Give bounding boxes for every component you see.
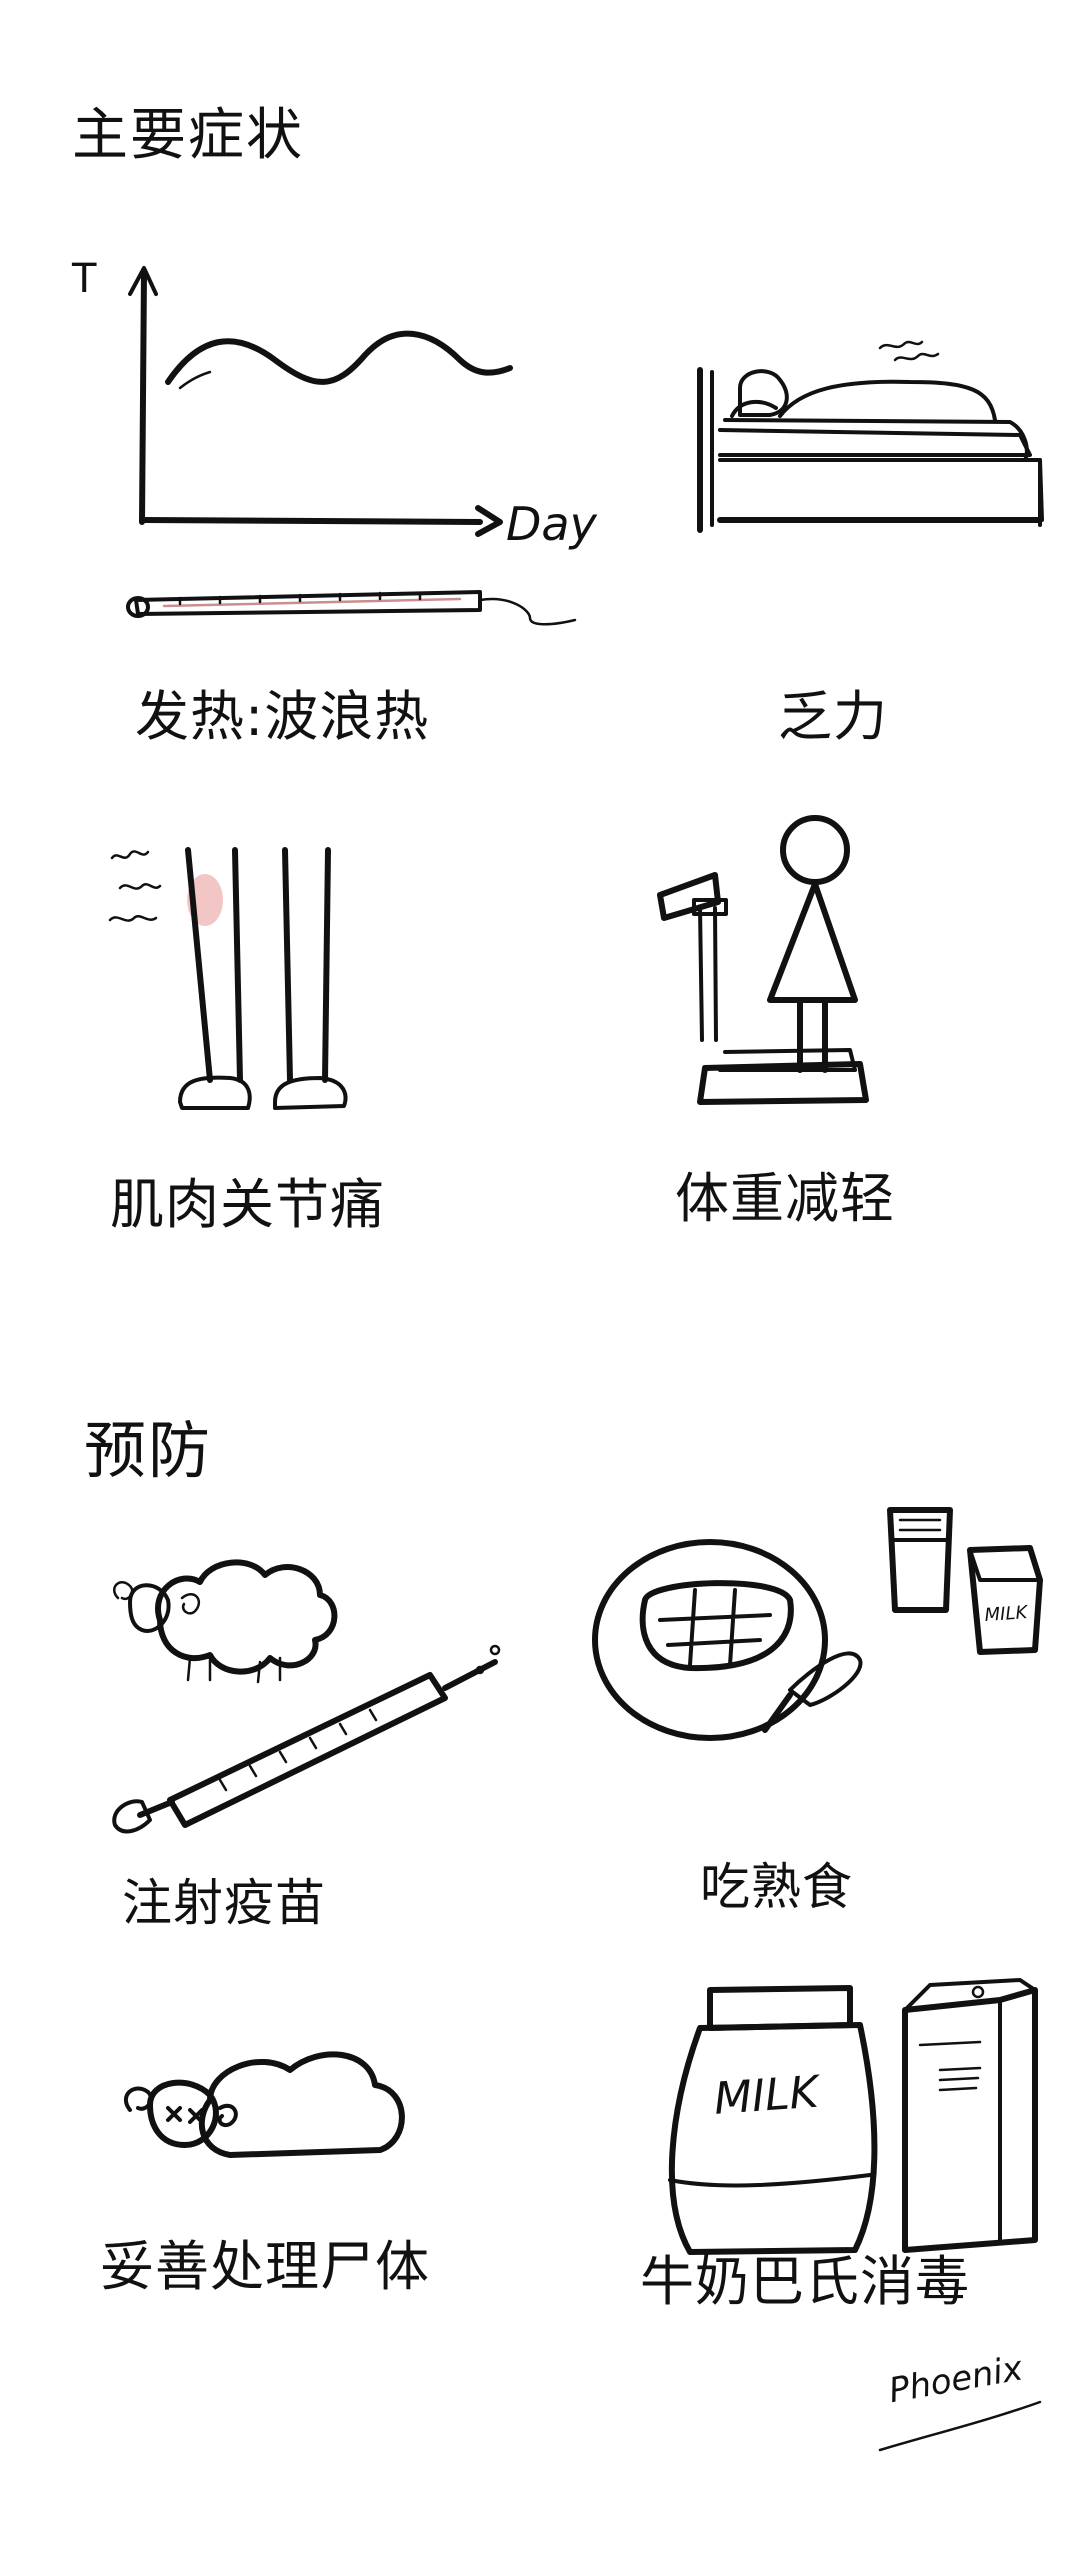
prevention-section-title: 预防 <box>84 1414 213 1487</box>
svg-text:Phoenix: Phoenix <box>886 2348 1027 2411</box>
prevention-vaccine-label: 注射疫苗 <box>122 1874 326 1932</box>
symptom-pain-label: 肌肉关节痛 <box>110 1173 385 1236</box>
weight-scale-illustration <box>657 815 869 1105</box>
fever-chart-illustration: T Day <box>71 256 598 626</box>
chart-x-label: Day <box>506 497 598 551</box>
sheep-vaccine-illustration <box>112 1559 501 1834</box>
prevention-pasteurize-label: 牛奶巴氏消毒 <box>640 2250 970 2313</box>
joint-pain-legs-illustration <box>108 847 348 1110</box>
small-milk-label: MILK <box>984 1602 1029 1626</box>
symptom-weight-label: 体重减轻 <box>675 1167 895 1230</box>
symptoms-section-title: 主要症状 <box>72 103 304 168</box>
big-milk-label: MILK <box>712 2066 823 2124</box>
artist-signature: Phoenix <box>878 2348 1042 2452</box>
prevention-disposal-label: 妥善处理尸体 <box>100 2235 430 2298</box>
chart-y-label: T <box>71 256 97 302</box>
prevention-cooked-label: 吃熟食 <box>700 1858 853 1916</box>
fatigue-bed-illustration <box>697 340 1044 533</box>
dead-sheep-illustration <box>123 2051 405 2158</box>
symptom-fatigue-label: 乏力 <box>778 685 888 748</box>
cooked-food-illustration: MILK <box>592 1507 1043 1741</box>
milk-pasteurize-illustration: MILK <box>668 1978 1038 2255</box>
symptom-fever-label: 发热:波浪热 <box>135 685 430 748</box>
